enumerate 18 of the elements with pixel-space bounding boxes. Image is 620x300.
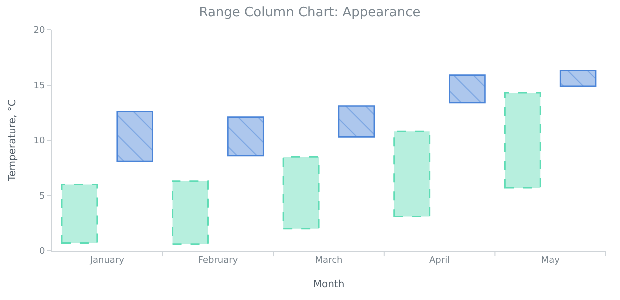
y-tick-label: 20 — [34, 26, 46, 36]
x-axis-title: Month — [313, 279, 345, 290]
bar — [228, 116, 264, 157]
x-tick-label: February — [198, 256, 239, 266]
y-tick-label: 5 — [39, 192, 46, 202]
y-tick-label: 0 — [39, 247, 46, 258]
x-tick-label: May — [541, 256, 561, 266]
bar — [560, 70, 597, 87]
x-tick-label: January — [89, 256, 126, 266]
bar — [449, 74, 486, 104]
x-tick-label: April — [430, 256, 450, 266]
chart-title: Range Column Chart: Appearance — [199, 6, 421, 21]
y-tick-label: 15 — [34, 81, 46, 92]
bar — [116, 111, 154, 162]
bar — [338, 106, 376, 138]
x-tick-label: March — [315, 256, 343, 266]
y-axis-title: Temperature, °C — [8, 100, 19, 182]
y-tick-label: 10 — [34, 136, 46, 147]
